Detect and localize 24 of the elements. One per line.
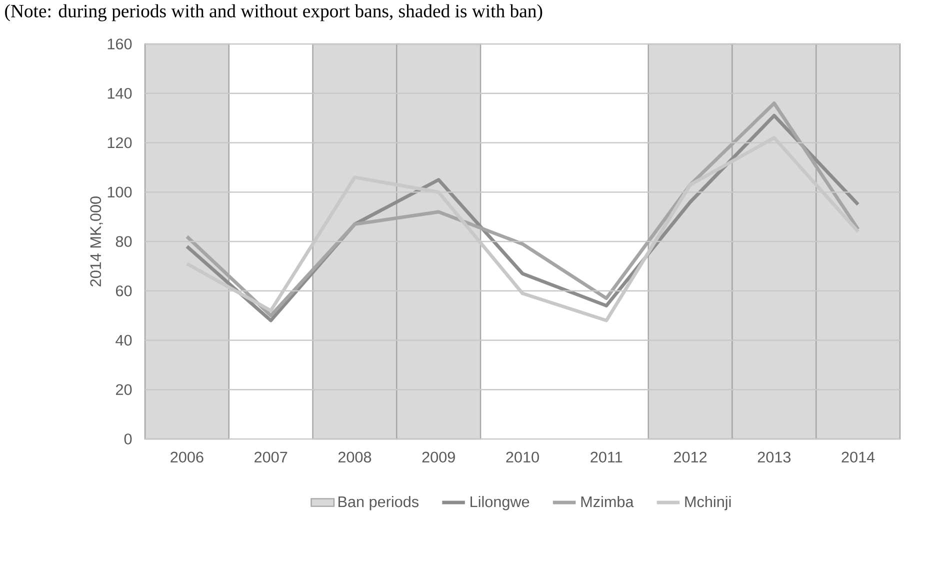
y-tick-label: 60 <box>116 285 132 296</box>
y-tick-label: 80 <box>116 236 132 247</box>
x-tick-label: 2012 <box>674 452 707 463</box>
legend-label: Mzimba <box>581 496 634 508</box>
text: (Note: during periods with and without export bans, shaded is with ban) <box>5 4 542 22</box>
x-tick-label: 2010 <box>506 452 539 463</box>
legend-label: Lilongwe <box>470 496 530 510</box>
y-tick-label: 40 <box>116 334 132 346</box>
y-tick-label: 100 <box>108 186 132 198</box>
y-axis-title: 2014 MK,000 <box>90 196 103 286</box>
y-tick-label: 0 <box>124 434 132 444</box>
x-tick-label: 2006 <box>170 452 204 463</box>
y-tick-label: 20 <box>116 384 132 396</box>
x-tick-label: 2013 <box>758 452 791 463</box>
x-tick-label: 2011 <box>590 452 622 463</box>
x-tick-label: 2009 <box>422 452 455 463</box>
legend-label: Ban periods <box>338 496 419 510</box>
y-tick-label: 120 <box>108 137 132 148</box>
x-tick-label: 2008 <box>338 452 372 463</box>
x-tick-label: 2014 <box>842 452 875 463</box>
y-tick-label: 140 <box>108 88 132 99</box>
y-tick-label: 160 <box>108 38 132 50</box>
x-tick-label: 2007 <box>254 452 288 463</box>
legend-label: Mchinji <box>685 496 731 510</box>
